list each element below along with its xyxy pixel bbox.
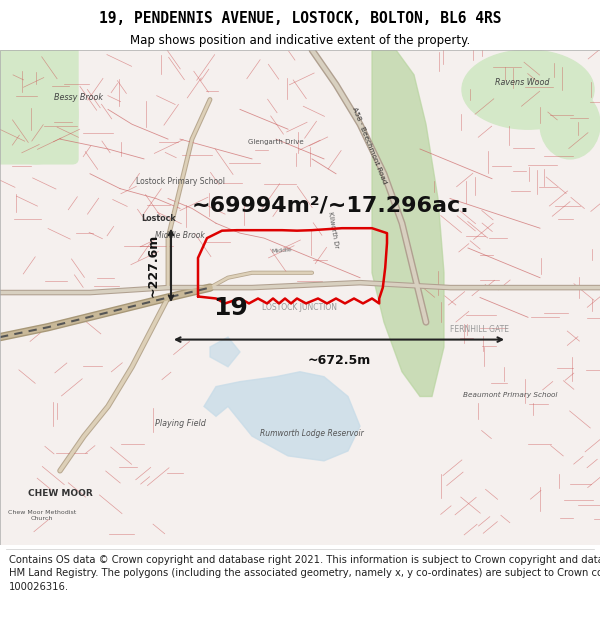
Text: Middle: Middle — [271, 247, 293, 254]
Text: Rumworth Lodge Reservoir: Rumworth Lodge Reservoir — [260, 429, 364, 438]
Polygon shape — [372, 50, 444, 396]
Text: Chew Moor Methodist
Church: Chew Moor Methodist Church — [8, 511, 76, 521]
Text: Playing Field: Playing Field — [155, 419, 205, 428]
Text: Lostock: Lostock — [142, 214, 176, 222]
Text: Middle Brook: Middle Brook — [155, 231, 205, 240]
Text: CHEW MOOR: CHEW MOOR — [28, 489, 92, 498]
Text: Ravens Wood: Ravens Wood — [495, 78, 549, 87]
Text: LOSTOCK JUNCTION: LOSTOCK JUNCTION — [263, 303, 337, 312]
Text: Map shows position and indicative extent of the property.: Map shows position and indicative extent… — [130, 34, 470, 47]
Text: FERNHILL GATE: FERNHILL GATE — [451, 325, 509, 334]
FancyBboxPatch shape — [0, 45, 78, 164]
Text: ~69994m²/~17.296ac.: ~69994m²/~17.296ac. — [191, 196, 469, 216]
Text: Contains OS data © Crown copyright and database right 2021. This information is : Contains OS data © Crown copyright and d… — [9, 554, 600, 592]
Text: ~672.5m: ~672.5m — [307, 354, 371, 367]
Polygon shape — [210, 337, 240, 367]
Ellipse shape — [540, 89, 600, 159]
Text: 19: 19 — [214, 296, 248, 321]
Ellipse shape — [462, 50, 594, 129]
Text: Bessy Brook: Bessy Brook — [53, 92, 103, 101]
Text: Glengarth Drive: Glengarth Drive — [248, 139, 304, 145]
Text: A58 · Beechmont Road: A58 · Beechmont Road — [351, 106, 387, 184]
Text: Lostock Primary School: Lostock Primary School — [136, 177, 224, 186]
Text: 19, PENDENNIS AVENUE, LOSTOCK, BOLTON, BL6 4RS: 19, PENDENNIS AVENUE, LOSTOCK, BOLTON, B… — [99, 11, 501, 26]
Text: Beaumont Primary School: Beaumont Primary School — [463, 391, 557, 398]
Ellipse shape — [0, 65, 78, 164]
Text: ~227.6m: ~227.6m — [146, 234, 160, 297]
Text: Kilworth Dr: Kilworth Dr — [327, 211, 339, 249]
Polygon shape — [204, 372, 360, 461]
